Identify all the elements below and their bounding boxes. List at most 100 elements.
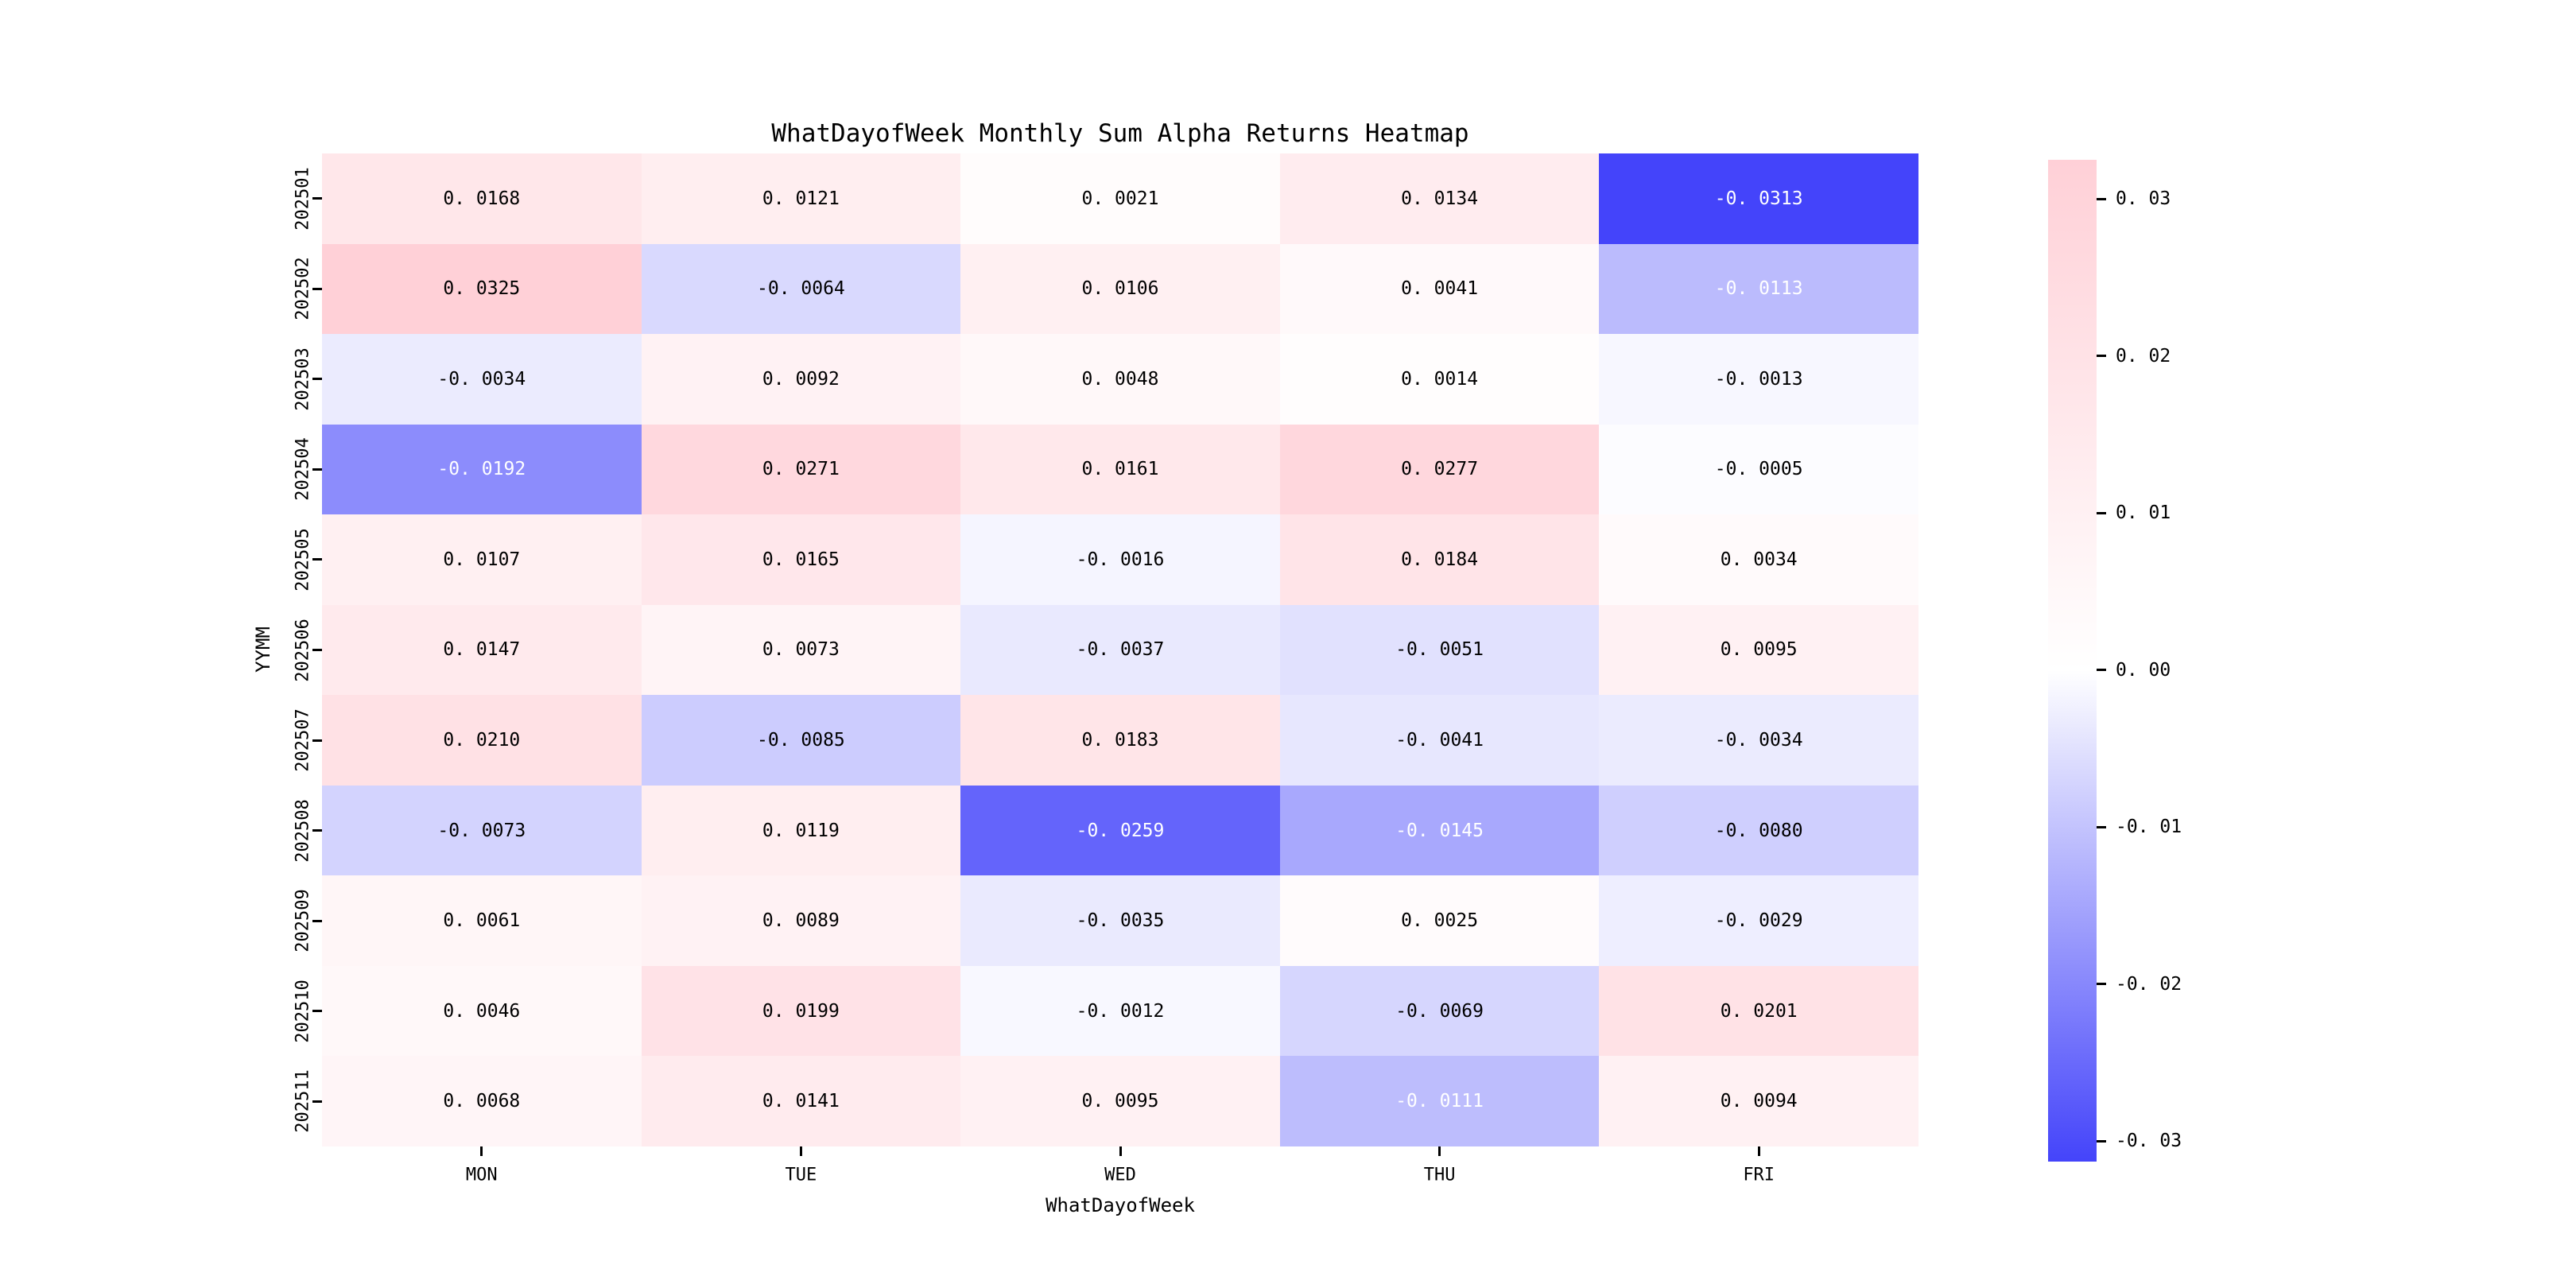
heatmap-cell-202506-WED: -0. 0037 — [960, 604, 1280, 696]
heatmap-cell-202511-MON: 0. 0068 — [322, 1056, 642, 1146]
heatmap-cell-202508-TUE: 0. 0119 — [641, 785, 961, 876]
x-tick-label: WED — [1104, 1165, 1136, 1185]
y-tick-label: 202501 — [293, 167, 313, 231]
y-tick-label: 202502 — [293, 257, 313, 321]
y-tick-mark — [312, 739, 322, 742]
colorbar-tick-mark — [2097, 1139, 2106, 1143]
y-tick-mark — [312, 649, 322, 651]
colorbar — [2048, 160, 2097, 1162]
colorbar-tick-mark — [2097, 197, 2106, 200]
y-tick-mark — [312, 467, 322, 471]
x-tick-label: MON — [465, 1165, 498, 1185]
y-tick-label: 202509 — [293, 889, 313, 952]
x-axis-label: WhatDayofWeek — [1046, 1194, 1195, 1216]
y-tick-label: 202510 — [293, 979, 313, 1043]
heatmap-cell-202505-WED: -0. 0016 — [960, 514, 1280, 605]
x-tick-mark — [799, 1146, 802, 1156]
heatmap-cell-202503-THU: 0. 0014 — [1279, 334, 1600, 425]
heatmap-cell-202505-MON: 0. 0107 — [322, 514, 642, 605]
colorbar-tick-mark — [2097, 825, 2106, 828]
y-tick-label: 202508 — [293, 798, 313, 863]
y-tick-label: 202504 — [293, 437, 313, 502]
y-tick-mark — [312, 829, 322, 832]
x-tick-label: TUE — [785, 1165, 817, 1185]
colorbar-tick-mark — [2097, 355, 2106, 358]
y-tick-mark — [312, 287, 322, 290]
y-tick-mark — [312, 378, 322, 381]
heatmap-cell-202505-TUE: 0. 0165 — [641, 514, 961, 605]
y-tick-label: 202506 — [293, 618, 313, 682]
heatmap-cell-202502-MON: 0. 0325 — [322, 243, 642, 335]
heatmap-cell-202501-THU: 0. 0134 — [1279, 153, 1600, 244]
x-tick-label: FRI — [1743, 1165, 1775, 1185]
heatmap-cell-202503-MON: -0. 0034 — [322, 334, 642, 425]
x-tick-mark — [1757, 1146, 1760, 1156]
y-tick-label: 202505 — [293, 528, 313, 592]
x-tick-label: THU — [1423, 1165, 1456, 1185]
heatmap-cell-202509-TUE: 0. 0089 — [641, 875, 961, 966]
colorbar-tick-label: -0. 03 — [2116, 1131, 2182, 1152]
x-tick-mark — [1119, 1146, 1122, 1156]
heatmap-cell-202511-TUE: 0. 0141 — [641, 1056, 961, 1146]
y-tick-mark — [312, 1100, 322, 1103]
y-tick-mark — [312, 558, 322, 561]
heatmap-cell-202508-WED: -0. 0259 — [960, 785, 1280, 876]
heatmap-cell-202502-THU: 0. 0041 — [1279, 243, 1600, 335]
heatmap-cell-202509-FRI: -0. 0029 — [1599, 875, 1918, 966]
y-axis-label: YYMM — [252, 627, 274, 673]
heatmap-cell-202507-THU: -0. 0041 — [1279, 695, 1600, 786]
heatmap-cell-202510-TUE: 0. 0199 — [641, 965, 961, 1057]
colorbar-tick-label: 0. 01 — [2116, 502, 2171, 524]
heatmap-cell-202509-MON: 0. 0061 — [322, 875, 642, 966]
heatmap-cell-202506-MON: 0. 0147 — [322, 604, 642, 696]
colorbar-tick-mark — [2097, 669, 2106, 672]
heatmap-cell-202504-FRI: -0. 0005 — [1599, 424, 1918, 515]
heatmap-cell-202507-TUE: -0. 0085 — [641, 695, 961, 786]
heatmap-cell-202502-TUE: -0. 0064 — [641, 243, 961, 335]
colorbar-tick-label: -0. 02 — [2116, 973, 2182, 995]
heatmap-cell-202505-FRI: 0. 0034 — [1599, 514, 1918, 605]
y-tick-label: 202507 — [293, 708, 313, 772]
heatmap-cell-202502-FRI: -0. 0113 — [1599, 243, 1918, 335]
heatmap-cell-202507-MON: 0. 0210 — [322, 695, 642, 786]
heatmap-cell-202508-FRI: -0. 0080 — [1599, 785, 1918, 876]
heatmap-cell-202503-FRI: -0. 0013 — [1599, 334, 1918, 425]
heatmap-cell-202509-THU: 0. 0025 — [1279, 875, 1600, 966]
heatmap-cell-202501-WED: 0. 0021 — [960, 153, 1280, 244]
x-tick-mark — [480, 1146, 483, 1156]
colorbar-tick-label: 0. 00 — [2116, 659, 2171, 681]
heatmap-cell-202509-WED: -0. 0035 — [960, 875, 1280, 966]
heatmap-cell-202508-MON: -0. 0073 — [322, 785, 642, 876]
heatmap-cell-202503-WED: 0. 0048 — [960, 334, 1280, 425]
colorbar-tick-mark — [2097, 983, 2106, 986]
heatmap-grid: 0. 0168 0. 0121 0. 0021 0. 0134 -0. 0313 0. 0… — [322, 153, 1918, 1146]
heatmap-cell-202503-TUE: 0. 0092 — [641, 334, 961, 425]
chart-title: WhatDayofWeek Monthly Sum Alpha Returns … — [771, 119, 1469, 148]
heatmap-cell-202506-TUE: 0. 0073 — [641, 604, 961, 696]
heatmap-cell-202505-THU: 0. 0184 — [1279, 514, 1600, 605]
y-tick-mark — [312, 1010, 322, 1013]
heatmap-cell-202510-MON: 0. 0046 — [322, 965, 642, 1057]
heatmap-cell-202504-MON: -0. 0192 — [322, 424, 642, 515]
colorbar-tick-label: 0. 03 — [2116, 188, 2171, 210]
y-tick-mark — [312, 197, 322, 200]
heatmap-cell-202510-THU: -0. 0069 — [1279, 965, 1600, 1057]
heatmap-cell-202510-WED: -0. 0012 — [960, 965, 1280, 1057]
heatmap-cell-202501-MON: 0. 0168 — [322, 153, 642, 244]
heatmap-cell-202504-THU: 0. 0277 — [1279, 424, 1600, 515]
heatmap-cell-202502-WED: 0. 0106 — [960, 243, 1280, 335]
y-tick-mark — [312, 919, 322, 922]
heatmap-cell-202507-FRI: -0. 0034 — [1599, 695, 1918, 786]
heatmap-cell-202510-FRI: 0. 0201 — [1599, 965, 1918, 1057]
heatmap-cell-202501-FRI: -0. 0313 — [1599, 153, 1918, 244]
heatmap-cell-202506-FRI: 0. 0095 — [1599, 604, 1918, 696]
colorbar-tick-label: -0. 01 — [2116, 817, 2182, 838]
colorbar-tick-mark — [2097, 511, 2106, 514]
heatmap-cell-202511-THU: -0. 0111 — [1279, 1056, 1600, 1146]
heatmap-cell-202511-FRI: 0. 0094 — [1599, 1056, 1918, 1146]
heatmap-cell-202504-WED: 0. 0161 — [960, 424, 1280, 515]
heatmap-cell-202507-WED: 0. 0183 — [960, 695, 1280, 786]
heatmap-cell-202511-WED: 0. 0095 — [960, 1056, 1280, 1146]
heatmap-cell-202501-TUE: 0. 0121 — [641, 153, 961, 244]
